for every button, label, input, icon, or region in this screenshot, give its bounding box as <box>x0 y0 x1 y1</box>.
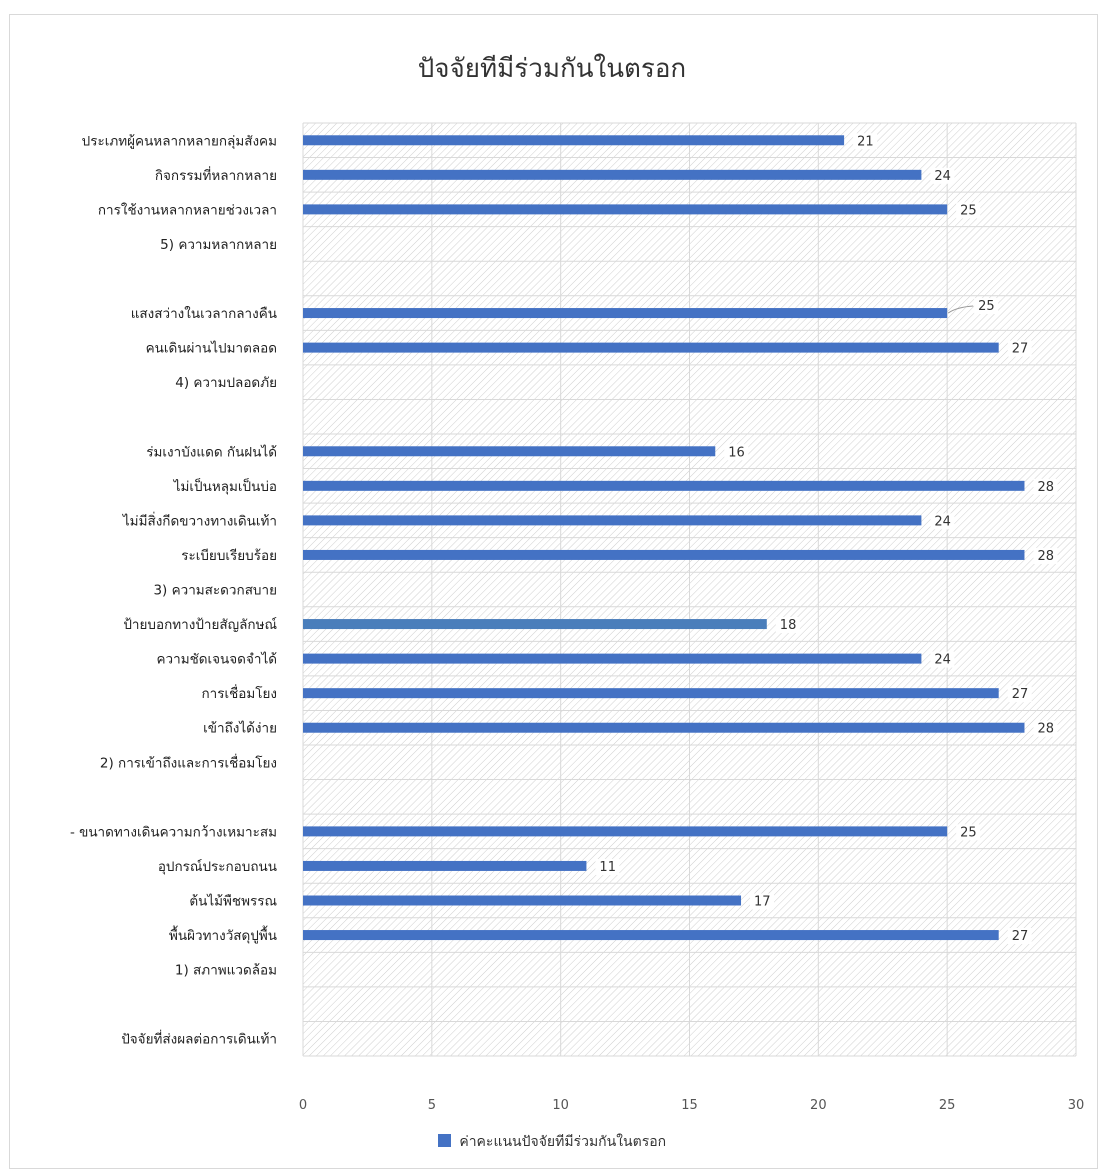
chart-title: ปัจจัยทีมีร่วมกันในตรอก <box>417 54 687 84</box>
x-tick-label: 15 <box>681 1098 698 1113</box>
category-label: พื้นผิวทางวัสดุปูพื้น <box>169 925 277 944</box>
data-label: 25 <box>978 299 995 314</box>
data-label: 24 <box>934 514 951 529</box>
data-label-bg <box>930 513 955 530</box>
bar <box>303 169 922 180</box>
category-label: 5) ความหลากหลาย <box>160 237 277 253</box>
category-label: 4) ความปลอดภัย <box>175 375 277 391</box>
data-label-bg <box>853 133 878 150</box>
x-tick-label: 10 <box>552 1098 569 1113</box>
category-label: ร่มเงาบังแดด กันฝนได้ <box>146 444 277 460</box>
data-label: 21 <box>857 134 874 149</box>
data-label-bg <box>724 444 749 461</box>
legend-swatch <box>437 1134 451 1147</box>
data-label: 27 <box>1012 342 1029 357</box>
category-label: ไม่เป็นหลุมเป็นบ่อ <box>173 477 277 495</box>
legend-label: ค่าคะแนนปัจจัยทีมีร่วมกันในตรอก <box>459 1134 667 1150</box>
data-label: 27 <box>1012 929 1029 944</box>
data-label-bg <box>1033 720 1058 737</box>
category-label: การใช้งานหลากหลายช่วงเวลา <box>98 201 277 218</box>
data-label-bg <box>1007 928 1032 945</box>
data-label-bg <box>1033 547 1058 564</box>
bar <box>303 135 845 146</box>
legend: ค่าคะแนนปัจจัยทีมีร่วมกันในตรอก <box>0 1131 1104 1153</box>
bar <box>303 549 1025 560</box>
category-label: ความชัดเจนจดจำได้ <box>157 652 278 668</box>
data-label: 16 <box>728 445 745 460</box>
x-tick-label: 30 <box>1068 1098 1085 1113</box>
data-label-bg <box>595 858 620 875</box>
category-label: อุปกรณ์ประกอบถนน <box>158 858 277 875</box>
data-label: 25 <box>960 825 977 840</box>
category-label: 2) การเข้าถึงและการเชื่อมโยง <box>100 753 277 771</box>
data-label-bg <box>750 893 775 910</box>
data-label-bg <box>775 617 800 634</box>
bar <box>303 446 716 457</box>
data-label-bg <box>1007 340 1032 357</box>
category-label: 3) ความสะดวกสบาย <box>153 583 277 599</box>
bar <box>303 619 767 630</box>
data-label-bg <box>930 651 955 668</box>
data-label: 28 <box>1037 480 1054 495</box>
data-label-bg <box>1007 686 1032 703</box>
data-label: 18 <box>780 618 797 633</box>
bar <box>303 688 999 699</box>
data-label: 28 <box>1037 549 1054 564</box>
category-label: ประเภทผู้คนหลากหลายกลุ่มสังคม <box>82 133 277 149</box>
data-label: 11 <box>599 860 616 875</box>
bar <box>303 515 922 526</box>
data-label: 24 <box>934 653 951 668</box>
category-label: การเชื่อมโยง <box>201 684 277 702</box>
x-tick-label: 25 <box>939 1098 956 1113</box>
data-label: 17 <box>754 895 771 910</box>
bar <box>303 860 587 871</box>
category-label: แสงสว่างในเวลากลางคืน <box>131 305 277 322</box>
x-tick-label: 0 <box>299 1098 307 1113</box>
data-label-bg <box>956 824 981 841</box>
data-label-bg <box>956 202 981 219</box>
bar <box>303 930 999 941</box>
category-label: คนเดินผ่านไปมาตลอด <box>146 341 277 357</box>
category-label: 1) สภาพแวดล้อม <box>175 963 277 979</box>
category-label: - ขนาดทางเดินความกว้างเหมาะสม <box>70 824 277 840</box>
category-label: กิจกรรมที่หลากหลาย <box>155 166 277 184</box>
bar <box>303 653 922 664</box>
bar <box>303 308 948 319</box>
bar <box>303 895 742 906</box>
bar <box>303 480 1025 491</box>
category-label: เข้าถึงได้ง่าย <box>203 721 277 737</box>
category-label: ป้ายบอกทางป้ายสัญลักษณ์ <box>123 616 277 633</box>
bar <box>303 826 948 837</box>
data-label: 24 <box>934 169 951 184</box>
data-label: 27 <box>1012 687 1029 702</box>
category-label: ไม่มีสิ่งกีดขวางทางเดินเท้า <box>122 511 277 529</box>
data-label-bg <box>930 167 955 184</box>
bar <box>303 342 999 353</box>
data-label: 28 <box>1037 722 1054 737</box>
bar <box>303 722 1025 733</box>
data-label: 25 <box>960 203 977 218</box>
data-label-bg <box>974 298 999 315</box>
x-tick-label: 5 <box>428 1098 436 1113</box>
x-tick-label: 20 <box>810 1098 827 1113</box>
category-label: ต้นไม้พืชพรรณ <box>189 894 277 910</box>
data-label-bg <box>1033 478 1058 495</box>
bar <box>303 204 948 215</box>
category-label: ระเบียบเรียบร้อย <box>181 548 277 564</box>
leader-line <box>947 305 974 314</box>
category-label: ปัจจัยที่ส่งผลต่อการเดินเท้า <box>121 1030 277 1048</box>
